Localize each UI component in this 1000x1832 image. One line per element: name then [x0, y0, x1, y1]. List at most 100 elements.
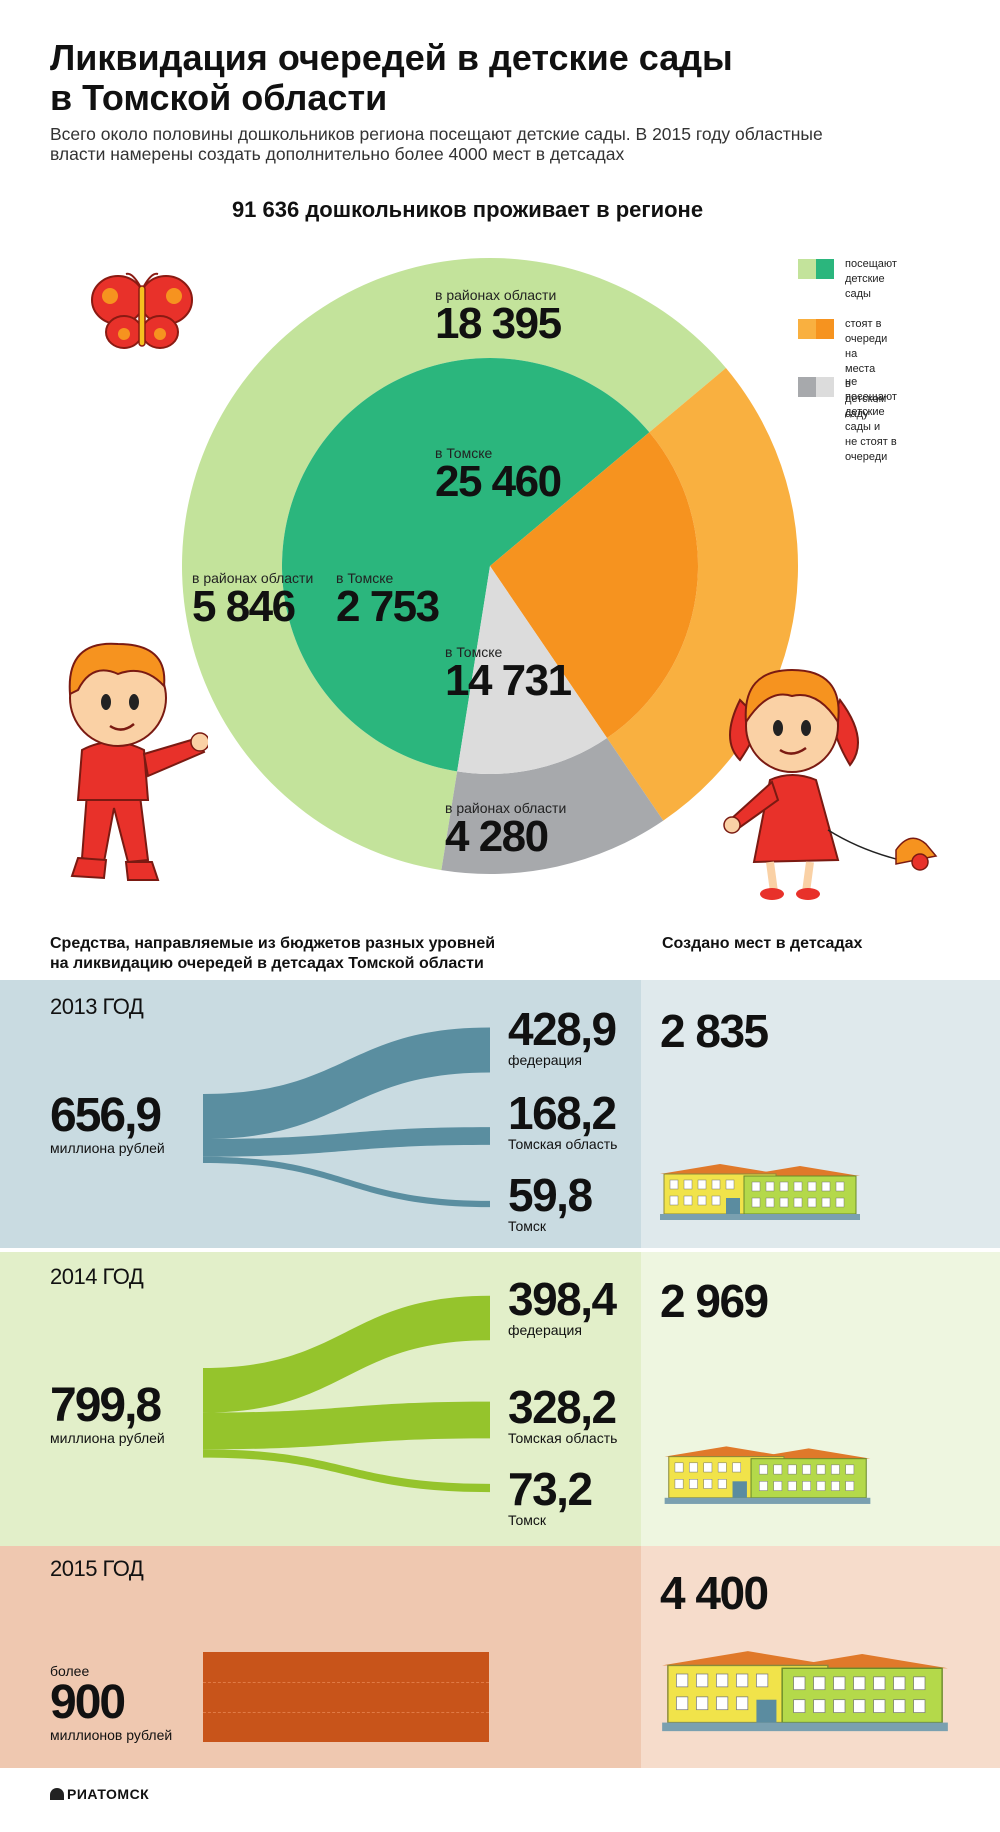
slice-attend-tomsk: [281, 358, 650, 772]
slice-value: 25 460: [435, 457, 562, 506]
legend-swatch-dark: [816, 259, 834, 279]
legend-swatch-dark: [816, 319, 834, 339]
slice-label-text: в Томске: [336, 570, 394, 586]
source-value: 59,8: [508, 1169, 593, 1221]
slice-label-not-tomsk: в Томске 2 753: [336, 570, 440, 632]
title-line-1: Ликвидация очередей в детские сады: [50, 37, 733, 78]
slice-label-not-region: в районах области 5 846: [192, 570, 313, 632]
logo-text: РИАТОМСК: [67, 1786, 150, 1802]
boy-illustration-icon: [68, 642, 208, 881]
slice-not-tomsk: [457, 566, 608, 774]
source-label: Томск: [508, 1512, 546, 1528]
year-label-2013: 2013 ГОД: [50, 994, 144, 1019]
slice-not-region: [441, 737, 664, 875]
source-label: Томск: [508, 1218, 546, 1234]
source-label: федерация: [508, 1322, 582, 1338]
slice-label-attend-tomsk: в Томске 25 460: [435, 445, 562, 507]
slice-label-attend-region: в районах области 18 395: [435, 287, 562, 349]
legend-line: посещают: [845, 258, 897, 270]
legend-swatch-dark: [816, 377, 834, 397]
total-prefix: более: [50, 1663, 90, 1679]
source-value: 428,9: [508, 1003, 617, 1055]
flow-block-divider: [203, 1682, 489, 1683]
kindergarten-building-icon: [660, 1164, 860, 1220]
kindergarten-building-icon: [662, 1651, 948, 1732]
legend-swatch-light: [798, 377, 816, 397]
donut-slices: [182, 258, 798, 875]
donut-chart-title: 91 636 дошкольников проживает в регионе: [231, 197, 704, 222]
legend-line: не стоят в очереди: [845, 436, 897, 463]
funding-title-line-1: Средства, направляемые из бюджетов разны…: [50, 935, 496, 952]
legend-line: детские сады и: [845, 406, 885, 433]
slice-label-text: в Томске: [445, 644, 503, 660]
subtitle-line-2: власти намерены создать дополнительно бо…: [50, 144, 625, 164]
total-unit: миллиона рублей: [50, 1430, 165, 1446]
slice-label-text: в районах области: [435, 287, 557, 303]
slice-queue-tomsk: [490, 432, 698, 738]
flow-block-2015: [203, 1652, 489, 1742]
source-value: 73,2: [508, 1463, 593, 1515]
slice-label-text: в районах области: [192, 570, 314, 586]
source-2013-tomsk: 59,8 Томск: [508, 1169, 593, 1234]
source-value: 328,2: [508, 1381, 617, 1433]
slice-value: 4 280: [445, 812, 549, 861]
legend-line: в детском саду: [845, 378, 887, 420]
total-unit: миллионов рублей: [50, 1727, 173, 1743]
source-value: 398,4: [508, 1273, 617, 1325]
legend-line: детские сады: [845, 273, 885, 300]
flow-ribbon-2014-2: [203, 1449, 490, 1493]
source-2013-region: 168,2 Томская область: [508, 1090, 617, 1152]
legend-label: посещают детские сады: [845, 257, 897, 302]
flow-ribbon-2013-0: [203, 1027, 490, 1140]
total-2014: 799,8 миллиона рублей: [50, 1382, 165, 1447]
legend-swatch-light: [798, 259, 816, 279]
kindergarten-building-icon: [664, 1446, 871, 1504]
total-2015: более 900 миллионов рублей: [50, 1663, 172, 1743]
legend-label: не посещают детские сады и не стоят в оч…: [845, 375, 897, 465]
total-2013: 656,9 миллиона рублей: [50, 1089, 165, 1157]
slice-value: 2 753: [336, 582, 440, 631]
total-value: 900: [50, 1676, 126, 1729]
places-2015: 4 400: [660, 1567, 769, 1619]
slice-label-text: в Томске: [435, 445, 493, 461]
page-subtitle: Всего около половины дошкольников регион…: [50, 124, 970, 164]
flow-ribbons: [203, 1027, 490, 1493]
places-section-title: Создано мест в детсадах: [662, 935, 863, 952]
logo-icon: [50, 1788, 64, 1800]
butterfly-icon: [91, 272, 193, 349]
slice-label-queue-tomsk: в Томске 14 731: [445, 644, 572, 706]
legend-line: на места: [845, 348, 876, 375]
flow-ribbon-2013-1: [203, 1127, 490, 1157]
source-label: Томская область: [508, 1430, 618, 1446]
total-unit: миллиона рублей: [50, 1140, 165, 1156]
flow-block-divider: [203, 1712, 489, 1713]
places-2014: 2 969: [660, 1275, 769, 1327]
year-label-2015: 2015 ГОД: [50, 1556, 144, 1581]
slice-value: 18 395: [435, 299, 562, 348]
slice-label-queue-region: в районах области 4 280: [445, 800, 566, 862]
flow-ribbon-2014-1: [203, 1401, 490, 1450]
source-2014-federation: 398,4 федерация: [508, 1273, 617, 1338]
slice-attend-region: [182, 258, 726, 871]
total-value: 656,9: [50, 1089, 162, 1142]
legend-line: стоят в очереди: [845, 318, 888, 345]
band-2014-left: [0, 1252, 641, 1546]
year-label-2014: 2014 ГОД: [50, 1264, 144, 1289]
flow-ribbon-2014-0: [203, 1295, 490, 1413]
subtitle-line-1: Всего около половины дошкольников регион…: [50, 124, 823, 144]
places-2013: 2 835: [660, 1005, 769, 1057]
legend-line: не посещают: [845, 376, 897, 403]
source-2013-federation: 428,9 федерация: [508, 1003, 617, 1068]
funding-section-title: Средства, направляемые из бюджетов разны…: [50, 934, 495, 974]
flow-ribbon-2013-2: [203, 1156, 490, 1208]
page-title: Ликвидация очередей в детские сады в Том…: [50, 38, 950, 118]
logo: РИАТОМСК: [50, 1786, 149, 1802]
legend-swatch-light: [798, 319, 816, 339]
source-label: Томская область: [508, 1136, 618, 1152]
funding-title-line-2: на ликвидацию очередей в детсадах Томско…: [50, 955, 484, 972]
source-2014-tomsk: 73,2 Томск: [508, 1463, 593, 1528]
slice-label-text: в районах области: [445, 800, 567, 816]
source-value: 168,2: [508, 1087, 617, 1139]
donut-chart: [182, 258, 798, 875]
